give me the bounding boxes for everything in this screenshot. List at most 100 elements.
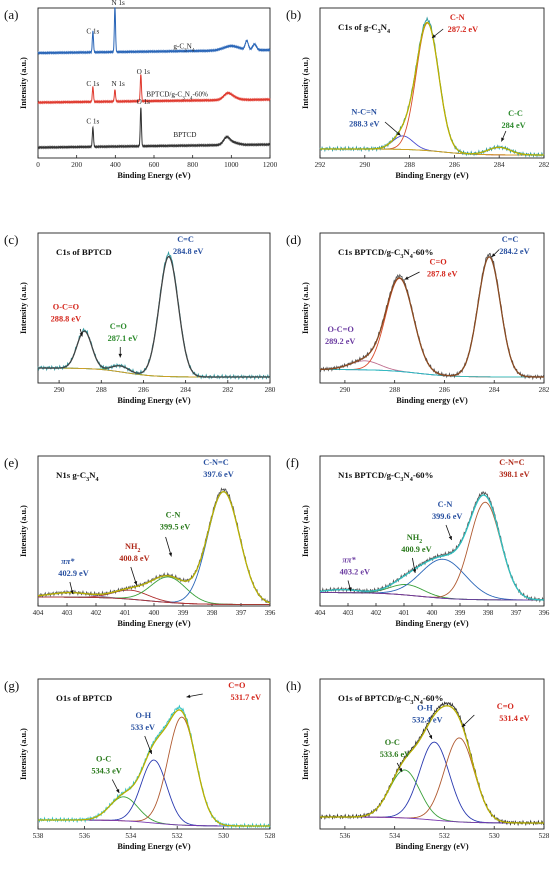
peak-annotation-part: -60% <box>192 91 208 99</box>
fit-envelope <box>320 705 544 824</box>
x-tick-label: 284 <box>494 161 505 169</box>
peak-annotation: 533 eV <box>131 723 155 732</box>
y-axis-label: Intensity (a.u.) <box>19 57 28 109</box>
panel-d: 290 288 286 284 282 Binding energy (eV) Intens… <box>286 232 550 405</box>
peak-annotation-part: N-C=N <box>351 108 376 117</box>
peak-annotation: 532.4 eV <box>412 716 442 725</box>
y-axis-label: Intensity (a.u.) <box>19 282 28 334</box>
peak-annotation: C=O <box>497 702 515 711</box>
peak-annotation-part: N <box>185 91 191 99</box>
peak-annotation-part: N 1s <box>111 80 125 88</box>
peak-annotation-part: 402.9 eV <box>58 569 88 578</box>
x-axis-label: Binding Energy (eV) <box>117 842 191 851</box>
x-tick-label: 528 <box>265 832 276 840</box>
panel-label: (b) <box>286 7 301 22</box>
peak-annotation: 288.8 eV <box>51 315 81 324</box>
x-tick-label: 532 <box>172 832 183 840</box>
peak-annotation: N 1s <box>111 0 125 7</box>
peak-annotation: 403.2 eV <box>340 568 370 577</box>
peak-annotation-part: 400.9 eV <box>401 545 431 554</box>
peak-annotation-part: 532.4 eV <box>412 716 442 725</box>
peak-annotation-part: C 1s <box>86 28 99 36</box>
x-tick-label: 399 <box>455 609 466 617</box>
peak-annotation: BPTCD <box>173 131 196 139</box>
panel-b: 292 290 288 286 284 282 Binding Energy (eV) Int… <box>286 7 550 180</box>
peak-annotation-part: BPTCD <box>173 131 196 139</box>
peak-annotation-part: C-N=C <box>499 458 524 467</box>
panel-title-part: N <box>381 22 388 32</box>
peak-annotation-part: 533.6 eV <box>380 750 410 759</box>
x-tick-label: 284 <box>180 386 191 394</box>
peak-annotation-part: C=O <box>497 702 515 711</box>
peak-annotation-part: 397.6 eV <box>203 470 233 479</box>
peak-annotation: 398.1 eV <box>499 470 529 479</box>
peak-annotation-part: 2 <box>137 548 140 554</box>
x-tick-label: 282 <box>539 161 550 169</box>
peak-annotation: C-N=C <box>203 458 228 467</box>
peak-annotation: C-N <box>438 500 453 509</box>
peak-annotation: N-C=N <box>351 108 376 117</box>
fit-component <box>320 769 544 824</box>
panel-title-part: 3 <box>86 477 89 483</box>
x-tick-label: 401 <box>399 609 410 617</box>
plot-frame <box>37 7 271 159</box>
annotation-arrowhead <box>412 569 417 573</box>
peak-annotation: C-N=C <box>499 458 524 467</box>
annotation-arrowhead <box>148 750 152 754</box>
panel-title-part: 4 <box>96 477 99 483</box>
panel-h: 536 534 532 530 528 Binding Energy (eV) Intens… <box>286 678 550 851</box>
fit-component <box>37 759 270 827</box>
annotation-arrowhead <box>461 723 466 727</box>
peak-annotation-part: N <box>187 43 193 51</box>
peak-annotation: 400.9 eV <box>401 545 431 554</box>
x-tick-label: 404 <box>315 609 326 617</box>
panel-title-part: -60% <box>413 470 434 480</box>
x-tick-label: 536 <box>339 832 350 840</box>
x-tick-label: 530 <box>489 832 500 840</box>
peak-annotation-part: O-H <box>417 704 433 713</box>
peak-annotation-part: 288.3 eV <box>349 120 379 129</box>
panel-g: 538 536 534 532 530 528 Binding Energy (eV) Int… <box>4 678 276 851</box>
peak-annotation-part: BPTCD/g-C <box>146 91 182 99</box>
panel-title-part: N <box>89 470 96 480</box>
panel-title-part: 4 <box>410 254 413 260</box>
x-tick-label: 286 <box>138 386 149 394</box>
peak-annotation-part: C-N <box>450 13 465 22</box>
peak-annotation: O-H <box>135 711 151 720</box>
y-axis-label: Intensity (a.u.) <box>19 505 28 557</box>
annotation-arrowhead <box>348 587 352 591</box>
x-tick-label: 400 <box>149 609 160 617</box>
peak-annotation-part: C-N <box>166 511 181 520</box>
x-tick-label: 402 <box>91 609 102 617</box>
annotation-arrowhead <box>168 552 173 557</box>
peak-annotation: g-C3N4 <box>173 43 195 54</box>
x-tick-label: 1200 <box>263 161 278 169</box>
x-axis-label: Binding Energy (eV) <box>395 171 469 180</box>
peak-annotation-part: 3 <box>184 47 187 53</box>
peak-annotation-part: 398.1 eV <box>499 470 529 479</box>
peak-annotation: 289.2 eV <box>325 337 355 346</box>
annotation-arrowhead <box>133 581 138 585</box>
peak-annotation-part: 399.6 eV <box>432 512 462 521</box>
y-axis-label: Intensity (a.u.) <box>301 728 310 780</box>
y-axis-label: Intensity (a.u.) <box>19 728 28 780</box>
peak-annotation-part: O 1s <box>137 98 151 106</box>
panel-title: N1s g-C3N4 <box>56 470 99 483</box>
peak-annotation: C-N <box>166 511 181 520</box>
peak-annotation: 284 eV <box>501 121 525 130</box>
panel-title-part: N <box>403 247 410 257</box>
peak-annotation: 284.8 eV <box>173 247 203 256</box>
panel-c: 290 288 286 284 282 280 Binding Energy (eV) Int… <box>4 232 276 405</box>
peak-annotation-part: NH <box>407 533 420 542</box>
x-tick-label: 400 <box>427 609 438 617</box>
x-tick-label: 200 <box>71 161 82 169</box>
peak-annotation-part: 2 <box>419 539 422 545</box>
x-tick-label: 800 <box>187 161 198 169</box>
background-line <box>320 592 544 601</box>
annotation-arrowhead <box>70 590 74 594</box>
panel-label: (h) <box>286 678 301 693</box>
panel-title-part: 3 <box>400 254 403 260</box>
peak-annotation: BPTCD/g-C3N4-60% <box>146 91 208 102</box>
x-tick-label: 280 <box>265 386 276 394</box>
panel-e: 404 403 402 401 400 399 398 397 396 Binding Energ… <box>4 455 276 628</box>
